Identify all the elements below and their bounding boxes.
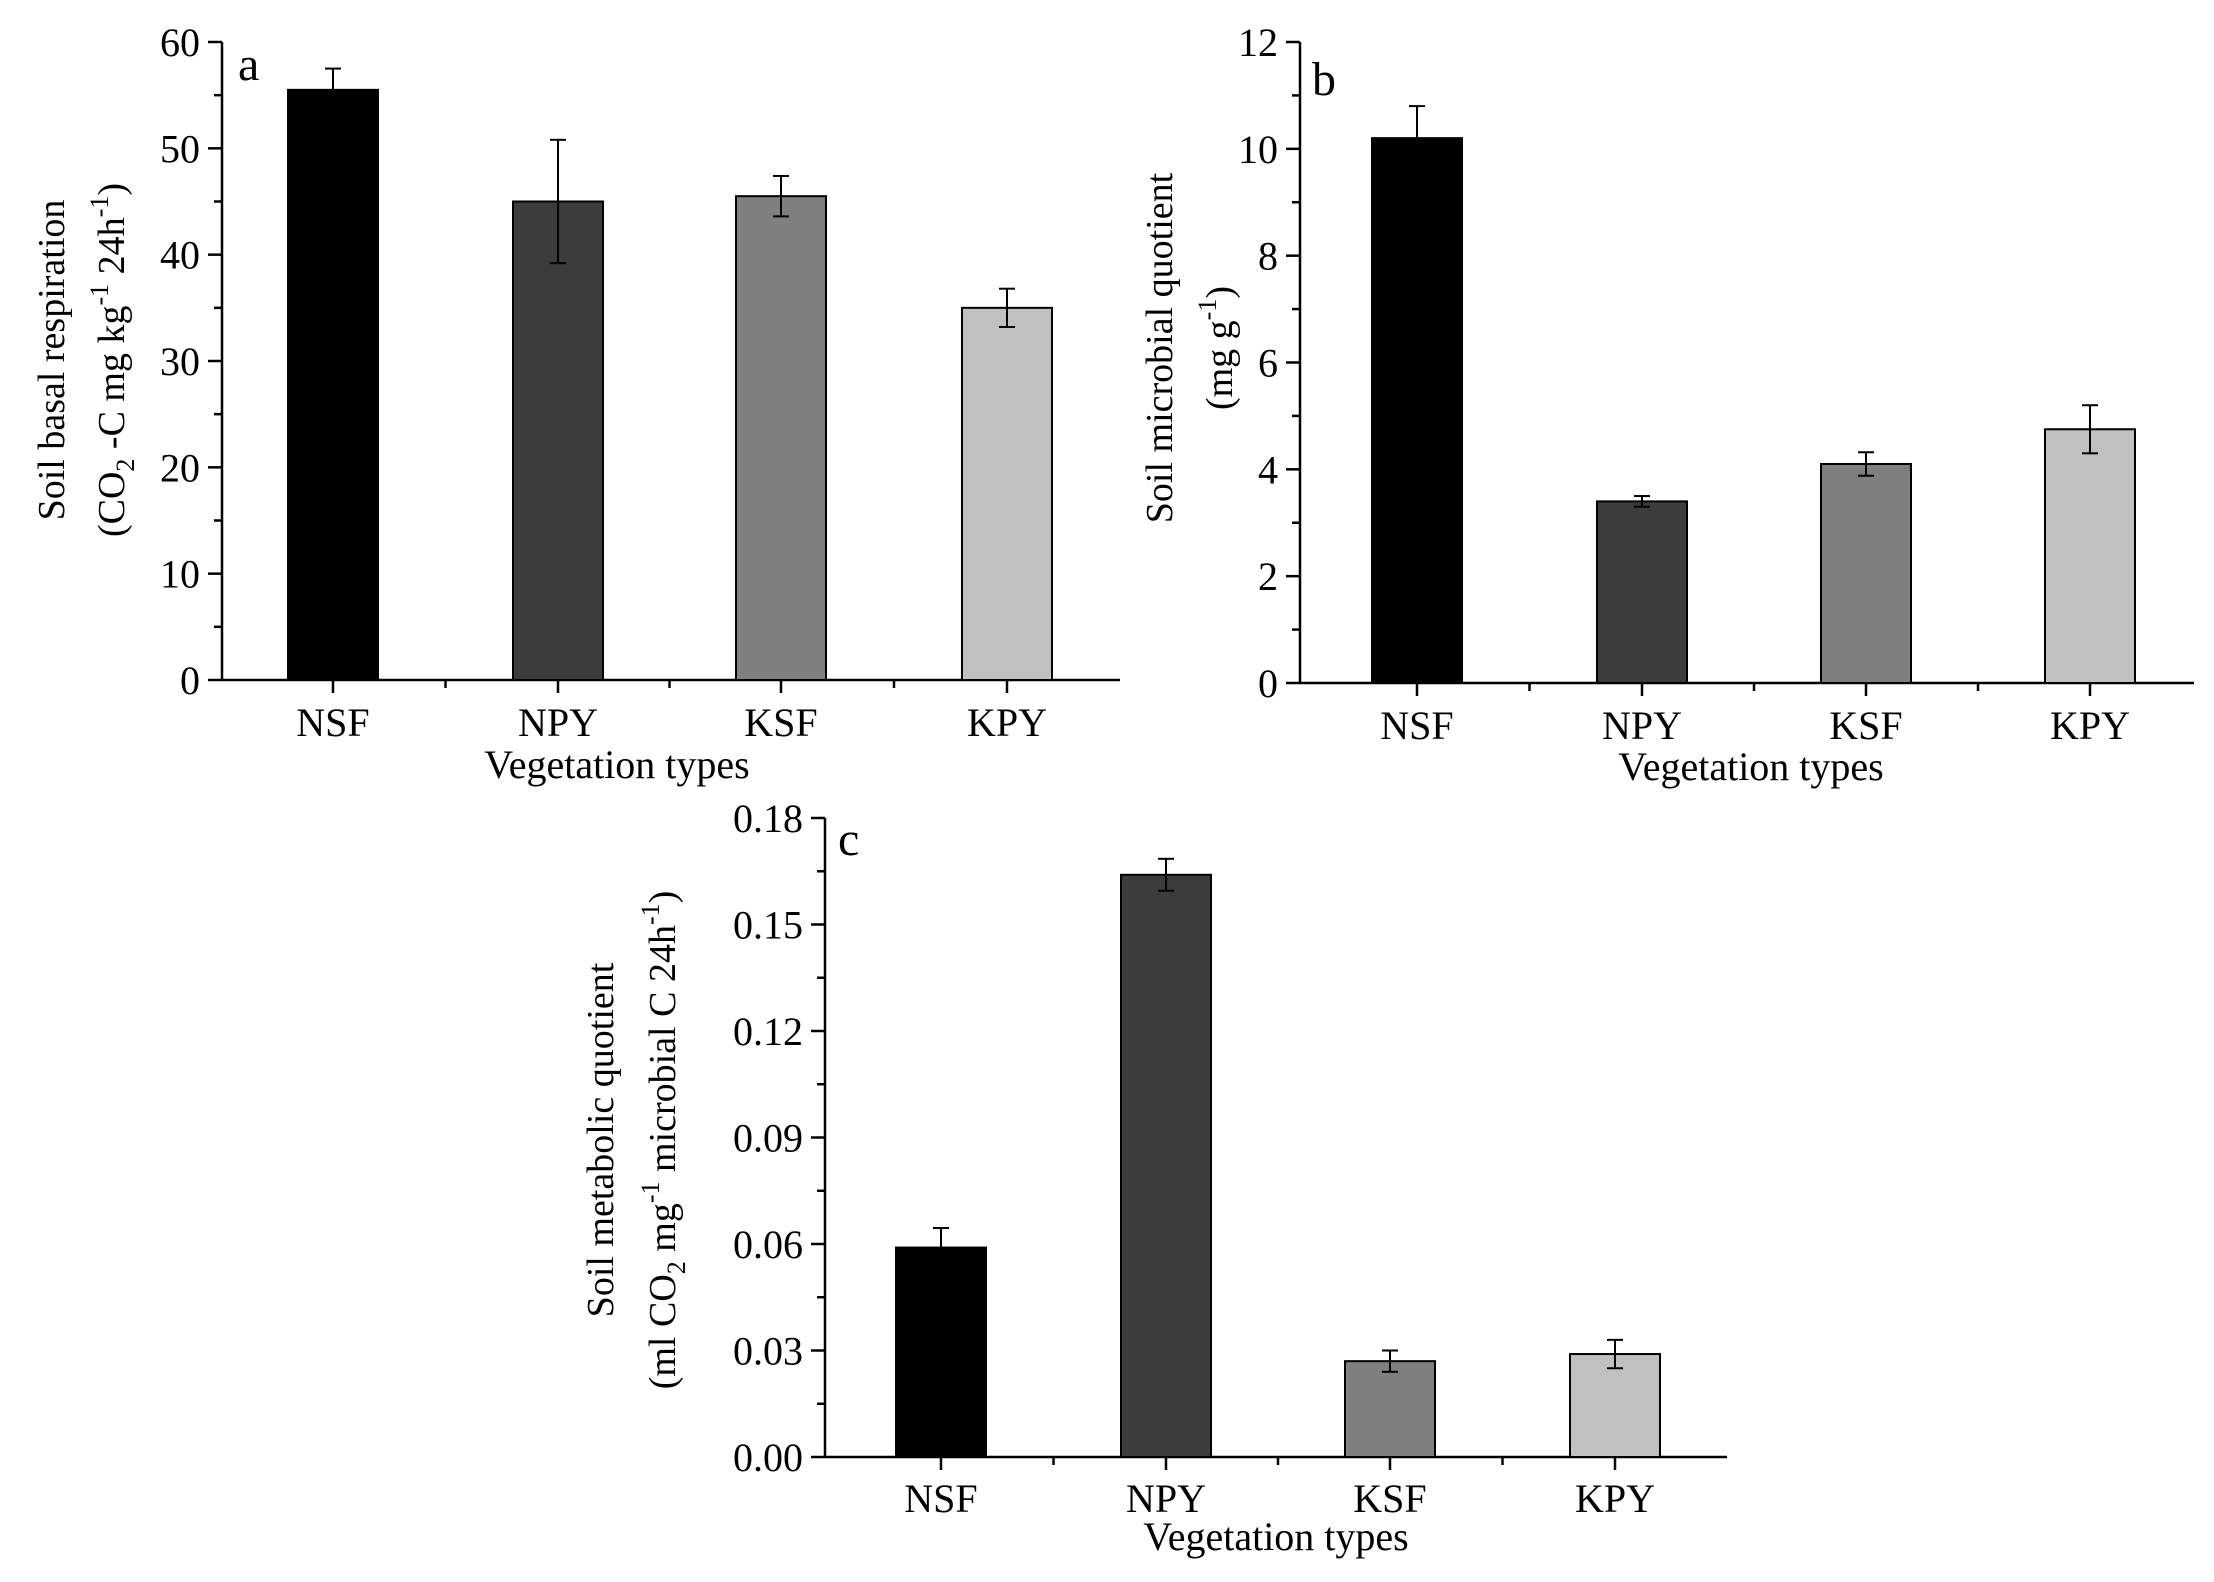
bar-ksf <box>1820 462 1912 684</box>
x-category-label: NPY <box>1126 1476 1206 1521</box>
y-tick-label: 10 <box>160 552 200 597</box>
panel-b-x-categories: NSF NPY KSF KPY <box>1380 703 2130 748</box>
x-category-label: KPY <box>1575 1476 1655 1521</box>
bar-kpy <box>961 306 1053 681</box>
y-axis-label-line1: Soil metabolic quotient <box>580 962 622 1317</box>
panel-b: b 0 2 4 6 8 10 12 NSF NPY KSF KPY Vegetation type… <box>1139 20 2194 789</box>
x-category-label: KSF <box>1353 1476 1426 1521</box>
error-bar-nsf <box>1409 105 1425 172</box>
panel-b-bars <box>1371 105 2136 685</box>
panel-a-letter: a <box>238 38 259 91</box>
y-tick-label: 0.03 <box>733 1329 803 1374</box>
panel-a-x-categories: NSF NPY KSF KPY <box>296 700 1047 745</box>
y-axis-label-line2: (mg g-1) <box>1193 286 1241 410</box>
bar-npy <box>1120 873 1212 1458</box>
y-tick-label: 30 <box>160 339 200 384</box>
x-category-label: NPY <box>1602 703 1682 748</box>
panel-b-letter: b <box>1312 53 1336 106</box>
x-category-label: NSF <box>1380 703 1453 748</box>
error-bar-kpy <box>1607 1338 1623 1370</box>
error-bar-npy <box>1158 857 1174 892</box>
y-tick-label: 0.00 <box>733 1435 803 1480</box>
panel-c-x-axis-label: Vegetation types <box>1143 1514 1409 1559</box>
y-axis-label-line1: Soil basal respiration <box>31 200 73 521</box>
bar-ksf <box>735 195 827 682</box>
bar-nsf <box>1371 137 1463 684</box>
panel-c-letter: c <box>838 813 859 866</box>
bar-nsf <box>287 88 379 682</box>
bar-npy <box>512 200 604 681</box>
error-bar-kpy <box>2082 404 2098 455</box>
x-category-label: KPY <box>2050 703 2130 748</box>
x-category-label: NSF <box>296 700 369 745</box>
y-tick-label: 0.18 <box>733 796 803 841</box>
bar-kpy <box>1569 1353 1661 1459</box>
error-bar-ksf <box>1382 1349 1398 1373</box>
panel-b-x-axis-label: Vegetation types <box>1618 744 1884 789</box>
y-tick-label: 20 <box>160 445 200 490</box>
error-bar-ksf <box>773 174 789 218</box>
y-tick-label: 60 <box>160 20 200 65</box>
panel-a-x-axis-label: Vegetation types <box>484 742 750 787</box>
error-bar-kpy <box>999 287 1015 328</box>
y-tick-label: 0.12 <box>733 1009 803 1054</box>
y-axis-label-line2: (ml CO2 mg-1 microbial C 24h-1) <box>636 891 691 1390</box>
x-category-label: KSF <box>1829 703 1902 748</box>
panel-a-bars <box>287 67 1053 682</box>
x-category-label: KPY <box>967 700 1047 745</box>
y-axis-label-line1: Soil microbial quotient <box>1139 172 1181 523</box>
panel-c-y-axis-label: Soil metabolic quotient (ml CO2 mg-1 micr… <box>580 891 691 1390</box>
panel-a-axes: 0 10 20 30 40 50 60 <box>160 20 1120 703</box>
y-tick-label: 0.06 <box>733 1222 803 1267</box>
bar-nsf <box>895 1246 987 1459</box>
error-bar-npy <box>550 138 566 265</box>
error-bar-nsf <box>325 67 341 113</box>
x-category-label: NSF <box>904 1476 977 1521</box>
y-axis-label-line2: (CO2 -C mg kg-1 24h-1) <box>85 183 140 537</box>
panel-c-bars <box>895 857 1661 1459</box>
y-tick-label: 4 <box>1258 447 1278 492</box>
y-tick-label: 0.15 <box>733 903 803 948</box>
y-tick-label: 0.09 <box>733 1116 803 1161</box>
panel-a-y-axis-label: Soil basal respiration (CO2 -C mg kg-1 24… <box>31 183 140 537</box>
y-tick-label: 40 <box>160 233 200 278</box>
panel-c-x-categories: NSF NPY KSF KPY <box>904 1476 1655 1521</box>
y-tick-label: 0 <box>180 658 200 703</box>
y-tick-label: 0 <box>1258 661 1278 706</box>
bar-kpy <box>2044 428 2136 685</box>
error-bar-npy <box>1634 495 1650 508</box>
y-tick-label: 10 <box>1238 127 1278 172</box>
y-tick-label: 6 <box>1258 341 1278 386</box>
panel-c: c 0.00 0.03 0.06 0.09 0.12 0.15 0.18 NSF NPY KSF… <box>580 796 1727 1559</box>
bar-npy <box>1596 500 1688 684</box>
error-bar-ksf <box>1858 451 1874 477</box>
bar-ksf <box>1344 1360 1436 1459</box>
x-category-label: KSF <box>744 700 817 745</box>
error-bar-nsf <box>933 1227 949 1269</box>
y-tick-label: 12 <box>1238 20 1278 65</box>
panel-a: a 0 10 20 30 40 50 60 NSF NPY KSF KPY Vegetation … <box>31 20 1120 787</box>
x-category-label: NPY <box>518 700 598 745</box>
y-tick-label: 2 <box>1258 554 1278 599</box>
y-tick-label: 50 <box>160 126 200 171</box>
y-tick-label: 8 <box>1258 234 1278 279</box>
panel-b-y-axis-label: Soil microbial quotient (mg g-1) <box>1139 172 1241 523</box>
